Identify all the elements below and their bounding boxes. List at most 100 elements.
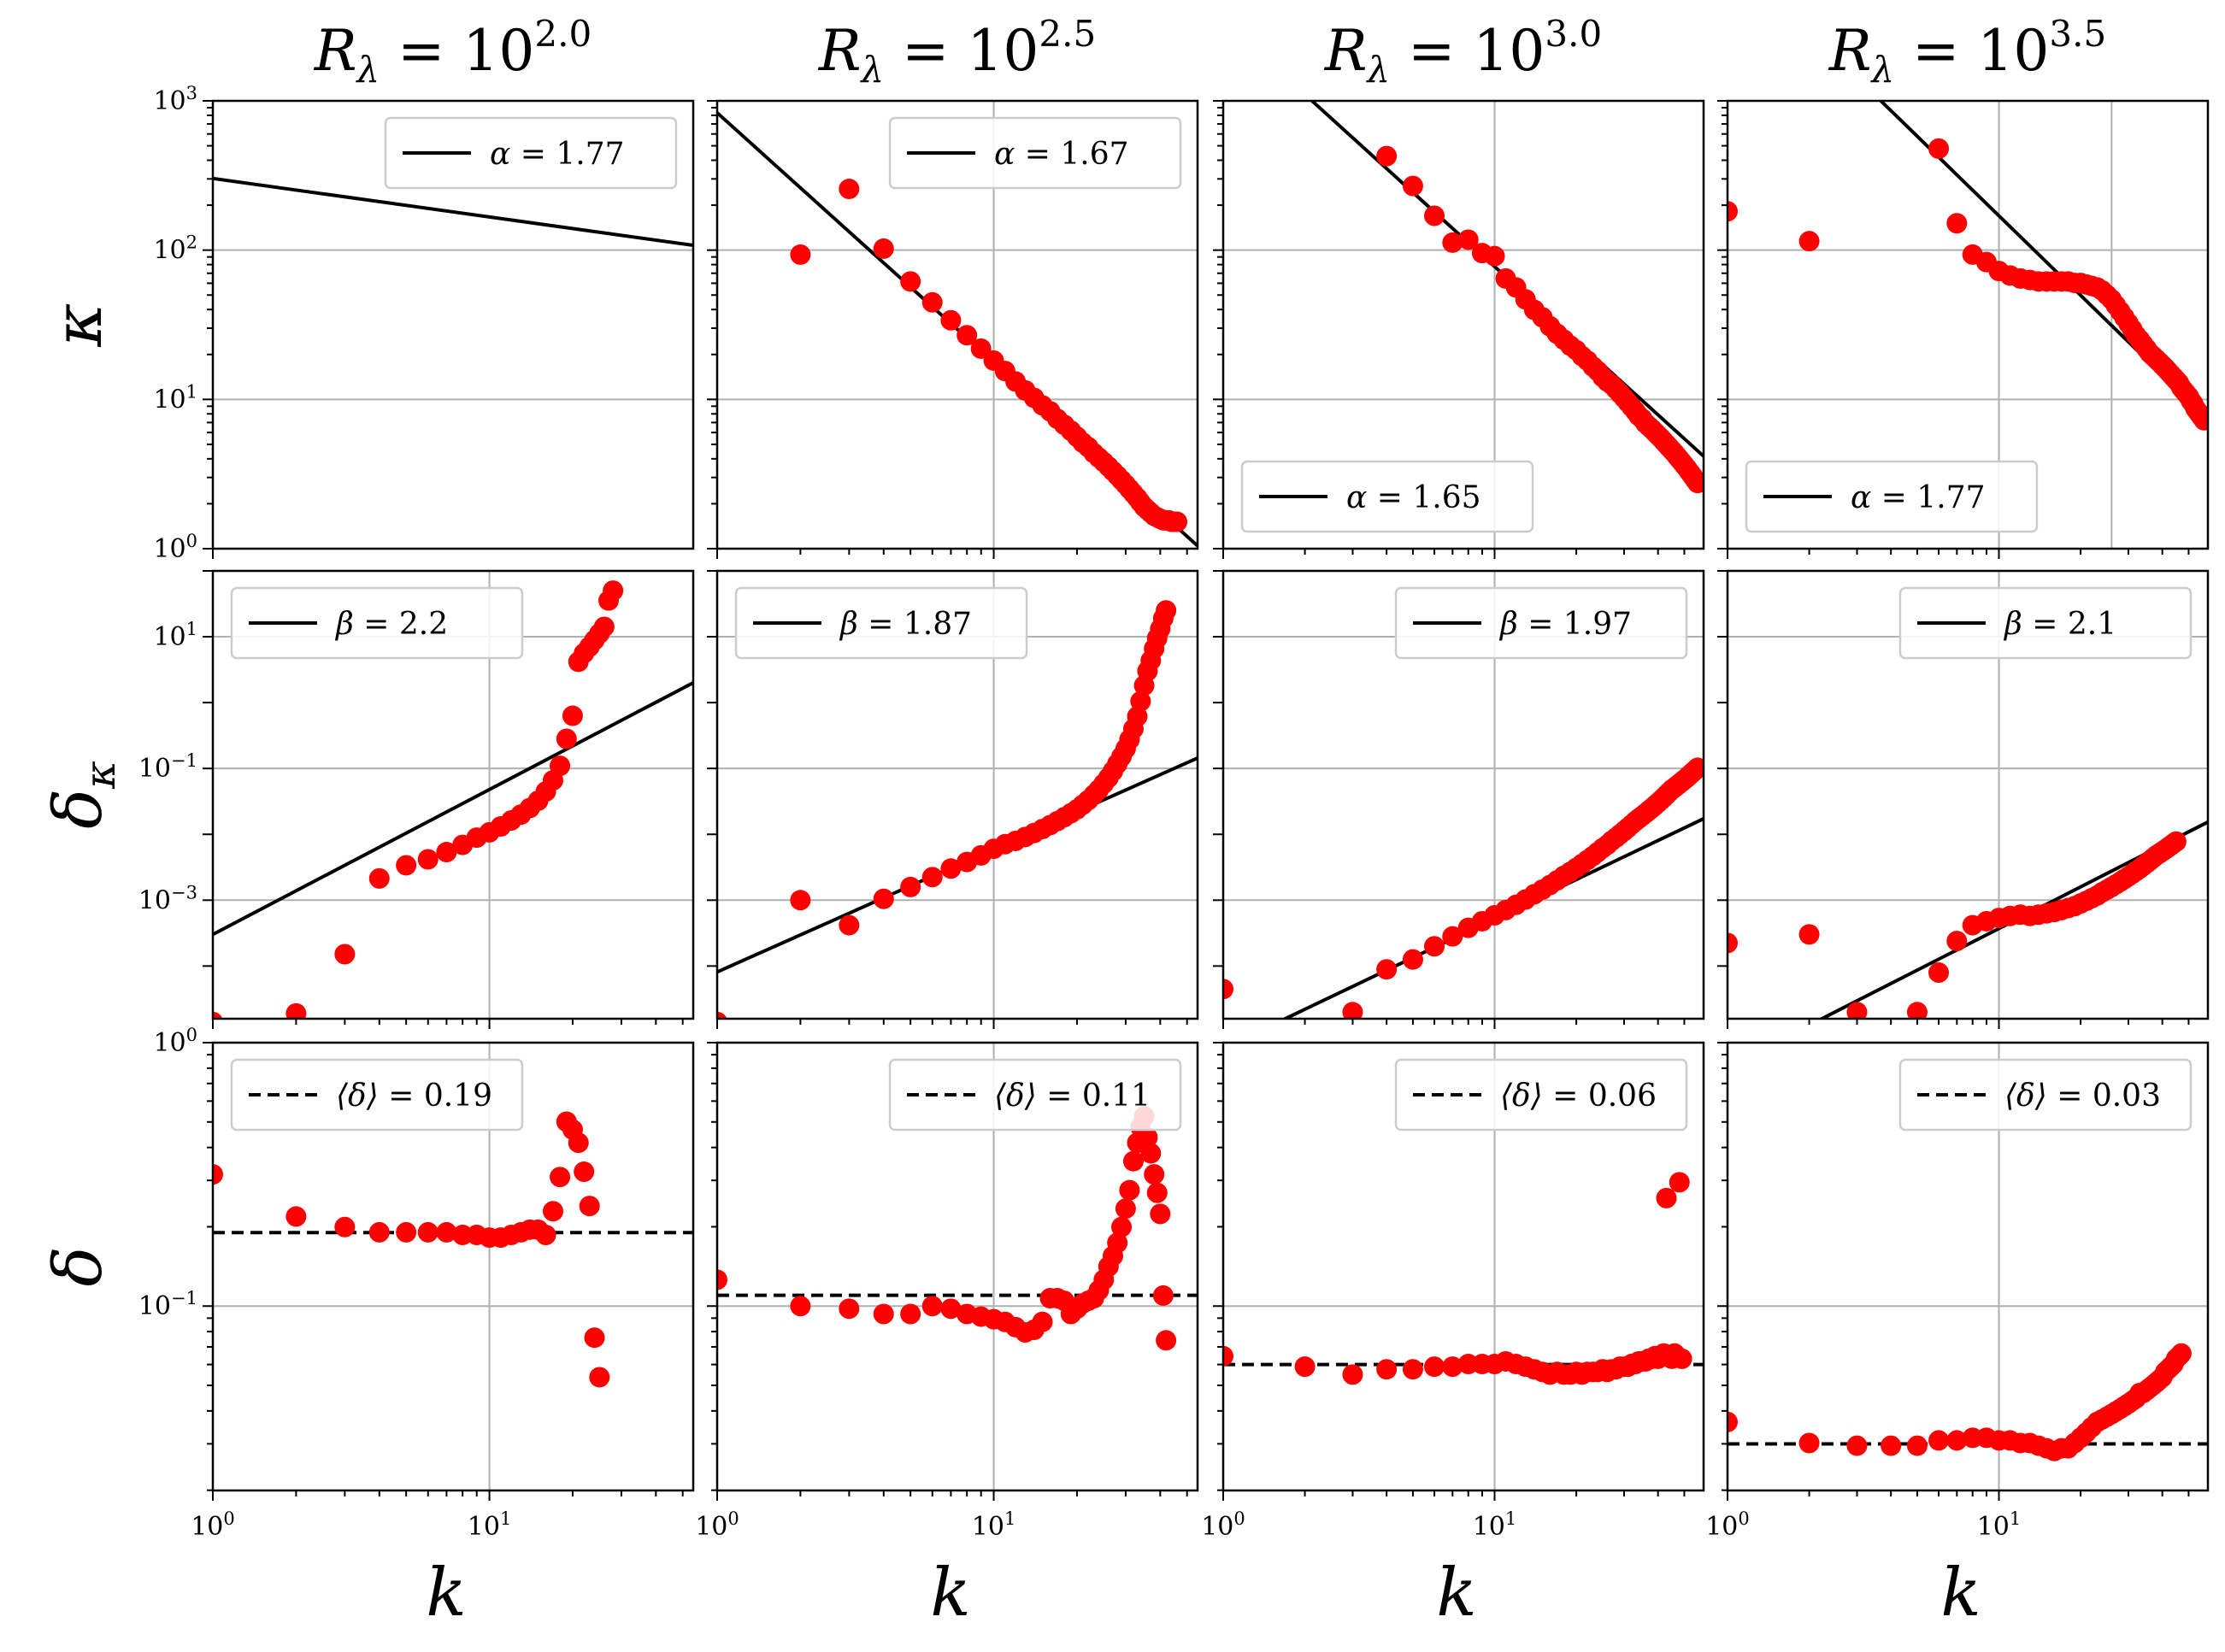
- legend: ⟨δ⟩ = 0.03: [1898, 1058, 2193, 1132]
- legend-box: [230, 586, 524, 660]
- data-point: [589, 1367, 610, 1388]
- axes-frame: [1221, 99, 1705, 550]
- data-point: [603, 580, 624, 602]
- data-point: [1424, 205, 1445, 226]
- data-point: [1928, 962, 1950, 984]
- data-point: [1442, 232, 1463, 253]
- data-point: [417, 849, 439, 870]
- data-point: [790, 1296, 811, 1317]
- tick-label: 10−3: [138, 882, 197, 915]
- legend-label: β = 1.87: [839, 607, 972, 642]
- x-axis-label: k: [930, 1555, 970, 1631]
- legend-label: ⟨δ⟩ = 0.11: [994, 1079, 1151, 1114]
- data-point: [717, 1269, 727, 1290]
- data-point: [436, 1221, 457, 1243]
- data-point: [1167, 511, 1188, 532]
- axes-frame: [211, 99, 695, 550]
- tick-label: 10−1: [138, 750, 197, 784]
- data-point: [717, 1011, 727, 1019]
- data-point: [1152, 1285, 1174, 1306]
- data-point: [1146, 1182, 1168, 1203]
- axes-frame: [1726, 1041, 2210, 1492]
- data-point: [873, 888, 894, 909]
- x-axis-label: k: [1436, 1555, 1476, 1631]
- fit-line: [213, 176, 693, 248]
- data-point: [550, 1167, 571, 1188]
- panel: 10−1 100 100 101 ⟨δ⟩ = 0.19: [138, 1025, 695, 1542]
- data-point: [584, 1327, 605, 1349]
- data-point: [1917, 409, 1938, 429]
- data-point: [396, 855, 417, 876]
- data-point: [921, 1296, 943, 1317]
- data-point: [1946, 931, 1968, 952]
- data-point: [1107, 1232, 1128, 1254]
- data-point: [1928, 1430, 1950, 1451]
- axes-frame: [211, 569, 695, 1020]
- legend-box: [734, 586, 1028, 660]
- data-point: [1798, 1432, 1820, 1454]
- data-point: [2193, 409, 2208, 431]
- data-point: [1424, 1356, 1445, 1378]
- data-point: [1807, 395, 1828, 415]
- legend: ⟨δ⟩ = 0.19: [230, 1058, 524, 1132]
- panel: β = 1.87: [707, 569, 1199, 1029]
- axes-frame: [1221, 1041, 1705, 1492]
- data-point: [568, 1132, 589, 1154]
- data-point: [1156, 1330, 1177, 1351]
- legend: α = 1.65: [1240, 460, 1534, 533]
- data-point: [1115, 1198, 1136, 1220]
- column-title: Rλ = 102.5: [818, 13, 1096, 91]
- axes-frame: [715, 99, 1199, 550]
- row-ylabel: δκ: [40, 761, 125, 829]
- column-title: Rλ = 103.0: [1324, 13, 1602, 91]
- data-point: [940, 1298, 962, 1320]
- legend-label: β = 1.97: [1498, 607, 1632, 642]
- data-point: [1342, 1002, 1363, 1019]
- tick-label: 101: [153, 619, 197, 652]
- legend-box: [1394, 1058, 1688, 1132]
- data-point: [900, 1303, 921, 1325]
- tick-label: 100: [153, 531, 197, 564]
- data-point: [2165, 831, 2187, 852]
- legend-label: β = 2.2: [334, 607, 448, 642]
- data-point: [1150, 1203, 1171, 1225]
- data-point: [873, 238, 894, 259]
- legend-label: α = 1.77: [1851, 480, 1986, 515]
- legend-box: [1898, 586, 2193, 660]
- legend-label: α = 1.77: [490, 137, 625, 172]
- data-point: [368, 1221, 390, 1243]
- panel: α = 1.65: [1213, 99, 1705, 559]
- data-point: [1728, 932, 1738, 954]
- legend: ⟨δ⟩ = 0.06: [1394, 1058, 1688, 1132]
- tick-label: 100: [1705, 1508, 1750, 1542]
- data-point: [1728, 201, 1738, 222]
- data-point: [1728, 1411, 1738, 1432]
- row-ylabel: δ: [40, 1247, 117, 1287]
- axes-frame: [1221, 569, 1705, 1020]
- data-point: [556, 728, 577, 750]
- data-point: [921, 291, 943, 313]
- data-point: [1144, 1164, 1165, 1185]
- data-point: [1656, 1187, 1677, 1208]
- data-point: [1119, 1179, 1140, 1201]
- data-point: [839, 179, 860, 200]
- legend-box: [1745, 460, 2039, 533]
- legend: β = 2.2: [230, 586, 524, 660]
- panel: 10−3 10−1 101 β = 2.2: [138, 569, 695, 1029]
- tick-label: 100: [153, 1025, 197, 1058]
- data-point: [1122, 1150, 1144, 1172]
- data-point: [790, 890, 811, 911]
- data-point: [940, 309, 962, 331]
- data-point: [2170, 1343, 2192, 1364]
- data-point: [900, 271, 921, 292]
- legend-box: [1898, 1058, 2193, 1132]
- data-point: [873, 1303, 894, 1325]
- data-point: [396, 1221, 417, 1243]
- data-point: [921, 867, 943, 888]
- data-point: [1671, 1348, 1692, 1369]
- data-point: [1442, 1356, 1463, 1378]
- data-point: [1223, 979, 1233, 1000]
- tick-label: 101: [468, 1508, 512, 1542]
- data-point: [574, 1161, 595, 1183]
